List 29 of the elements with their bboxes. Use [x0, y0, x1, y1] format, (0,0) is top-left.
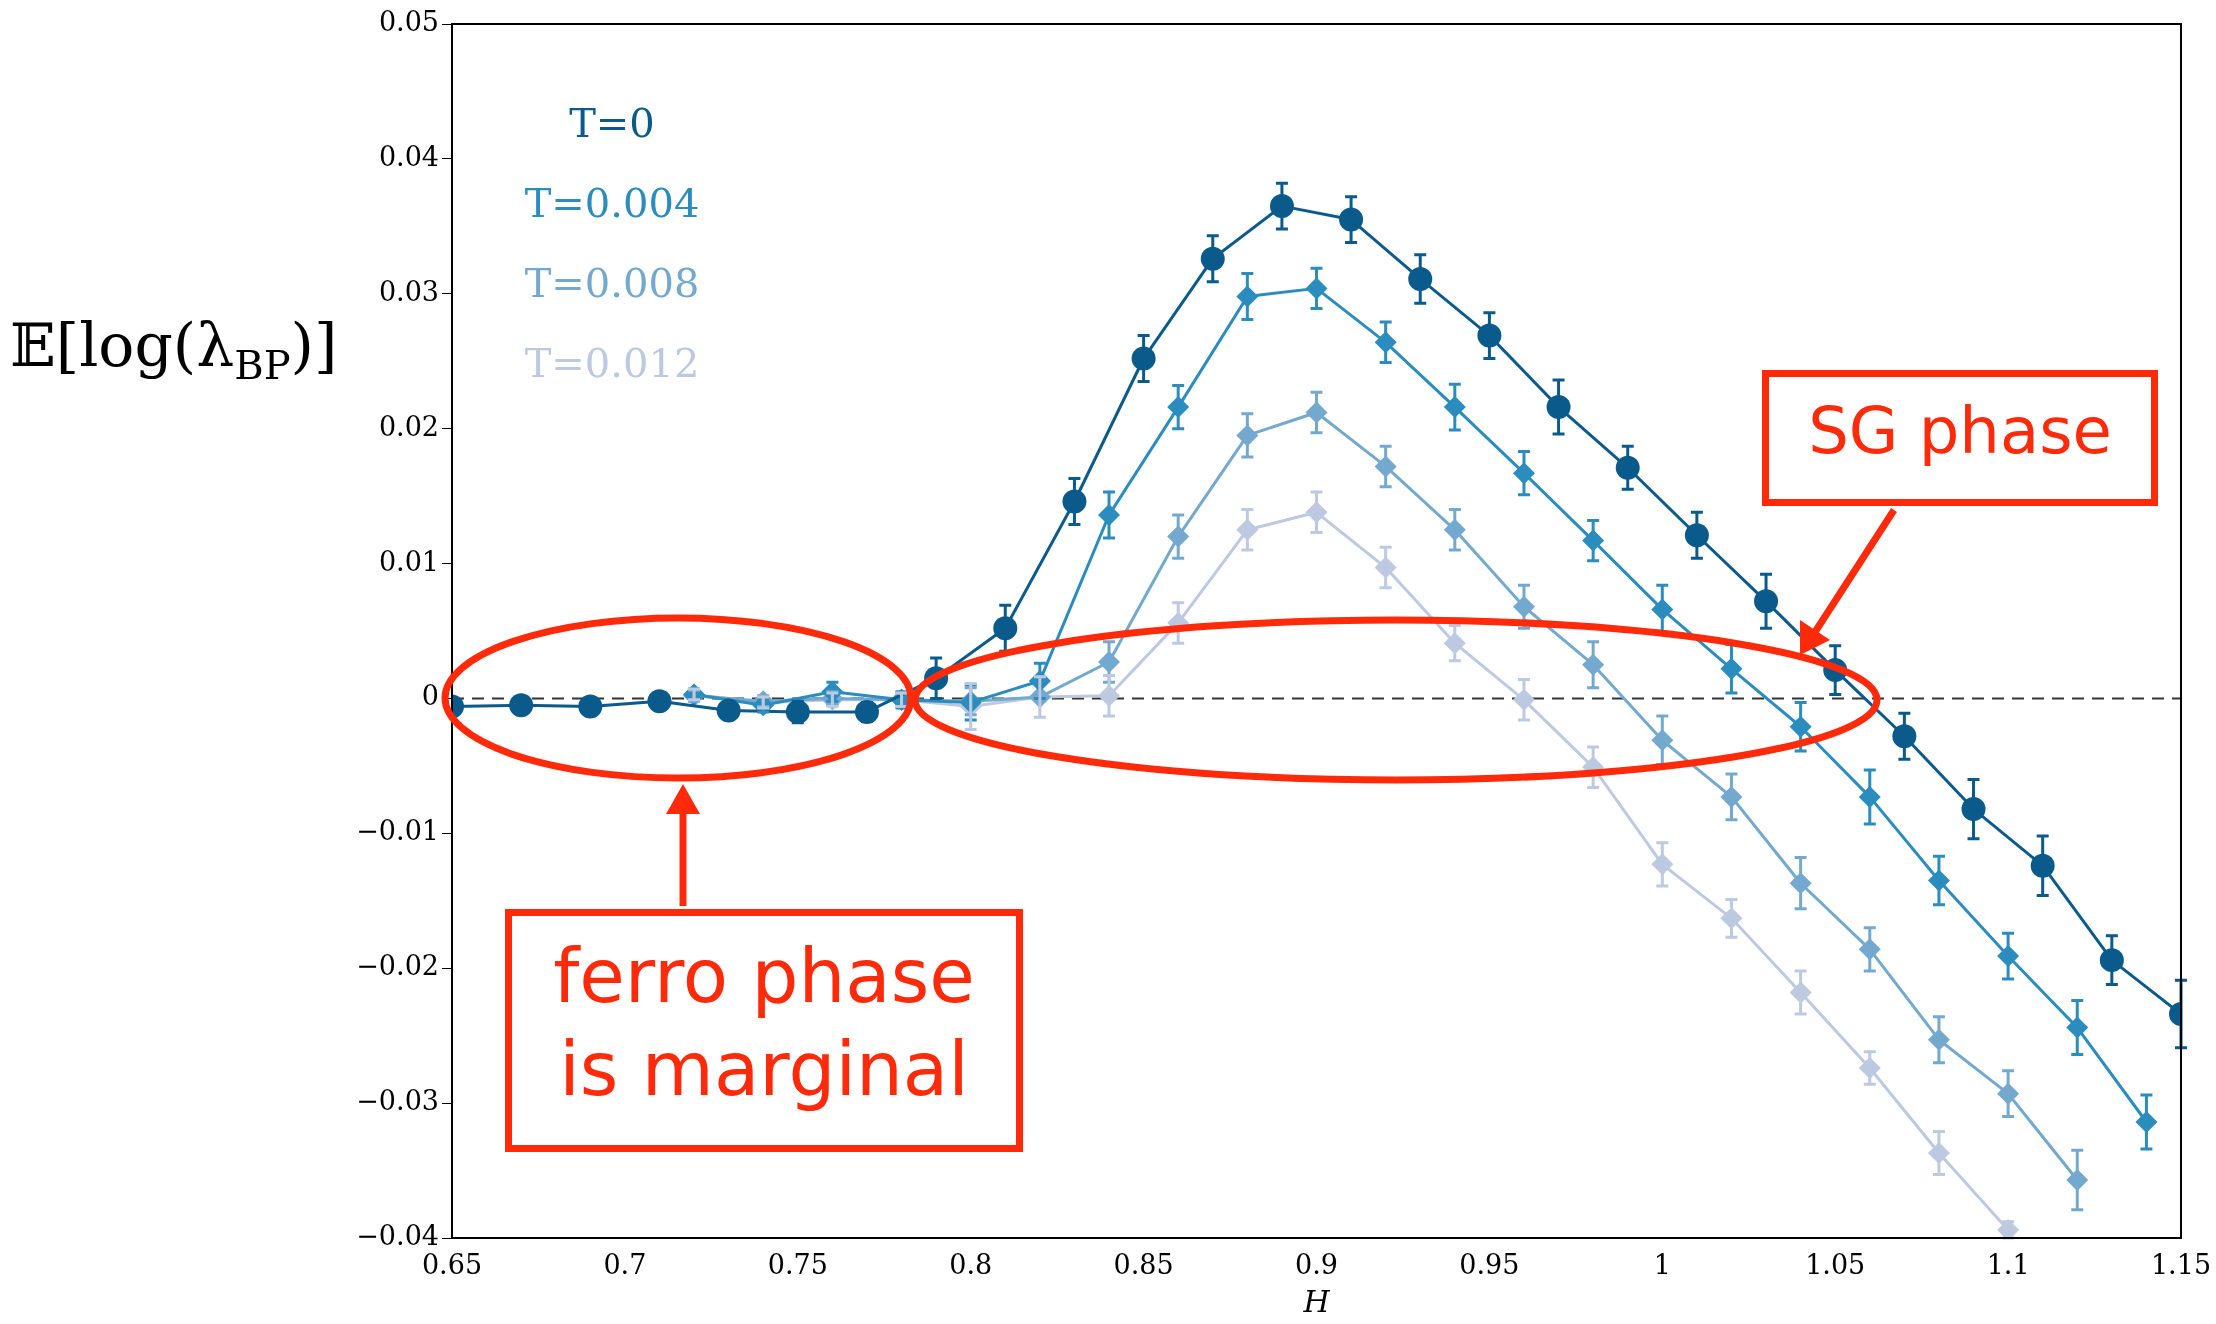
y-tick-label: 0 [421, 680, 439, 712]
y-tick-label: 0.05 [378, 6, 439, 38]
annotation: ferro phase is marginal [505, 909, 1023, 1152]
y-tick-label: 0.02 [378, 410, 439, 442]
text: T=0.008 [524, 260, 700, 307]
x-tick-label: 0.85 [1113, 1249, 1174, 1281]
y-tick-label: −0.03 [356, 1085, 439, 1117]
y-axis-title: 𝔼[log(λ$_{BP}$)] [10, 310, 338, 388]
y-tick-label: −0.04 [356, 1220, 439, 1252]
x-tick-label: 1.1 [1986, 1249, 2030, 1281]
x-tick-label: 1 [1653, 1249, 1671, 1281]
text: T=0.004 [524, 180, 700, 227]
annotation: SG phase [1762, 370, 2158, 506]
x-axis-title: H [1302, 1283, 1331, 1319]
x-tick-label: 1.05 [1805, 1249, 1866, 1281]
y-tick-label: 0.04 [378, 140, 439, 172]
x-tick-label: 0.65 [421, 1249, 483, 1281]
x-tick-label: 0.9 [1295, 1249, 1338, 1281]
y-tick-label: 0.01 [378, 545, 439, 577]
y-tick-label: −0.02 [356, 950, 439, 982]
text: T=0.012 [524, 340, 700, 387]
y-tick-label: 0.03 [378, 275, 439, 307]
x-tick-label: 1.15 [2150, 1249, 2212, 1281]
x-tick-label: 0.75 [767, 1249, 828, 1281]
y-tick-label: −0.01 [356, 815, 439, 847]
x-tick-label: 0.8 [949, 1249, 993, 1281]
x-tick-label: 0.95 [1459, 1249, 1520, 1281]
x-tick-label: 0.7 [603, 1249, 647, 1281]
text: T=0 [569, 100, 655, 147]
